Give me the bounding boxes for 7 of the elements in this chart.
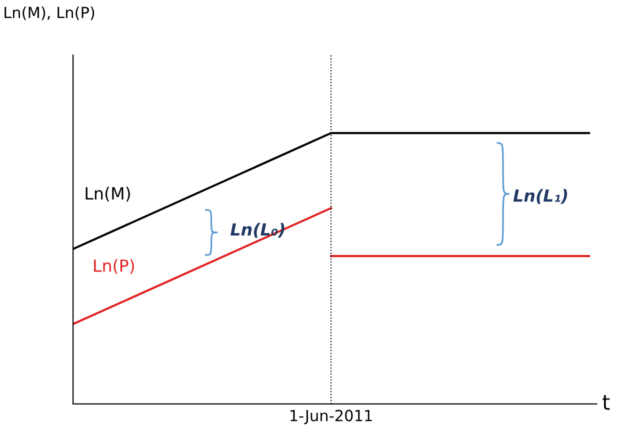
text: 1-Jun-2011 (290, 410, 372, 424)
text: Ln(M), Ln(P) (4, 6, 94, 20)
annotation: Ln(L₁) (513, 189, 568, 204)
x-axis-title: t (602, 395, 610, 410)
series-label: Ln(M) (86, 186, 130, 202)
annotation: Ln(L₀) (230, 222, 284, 238)
series-label: Ln(P) (94, 259, 134, 274)
